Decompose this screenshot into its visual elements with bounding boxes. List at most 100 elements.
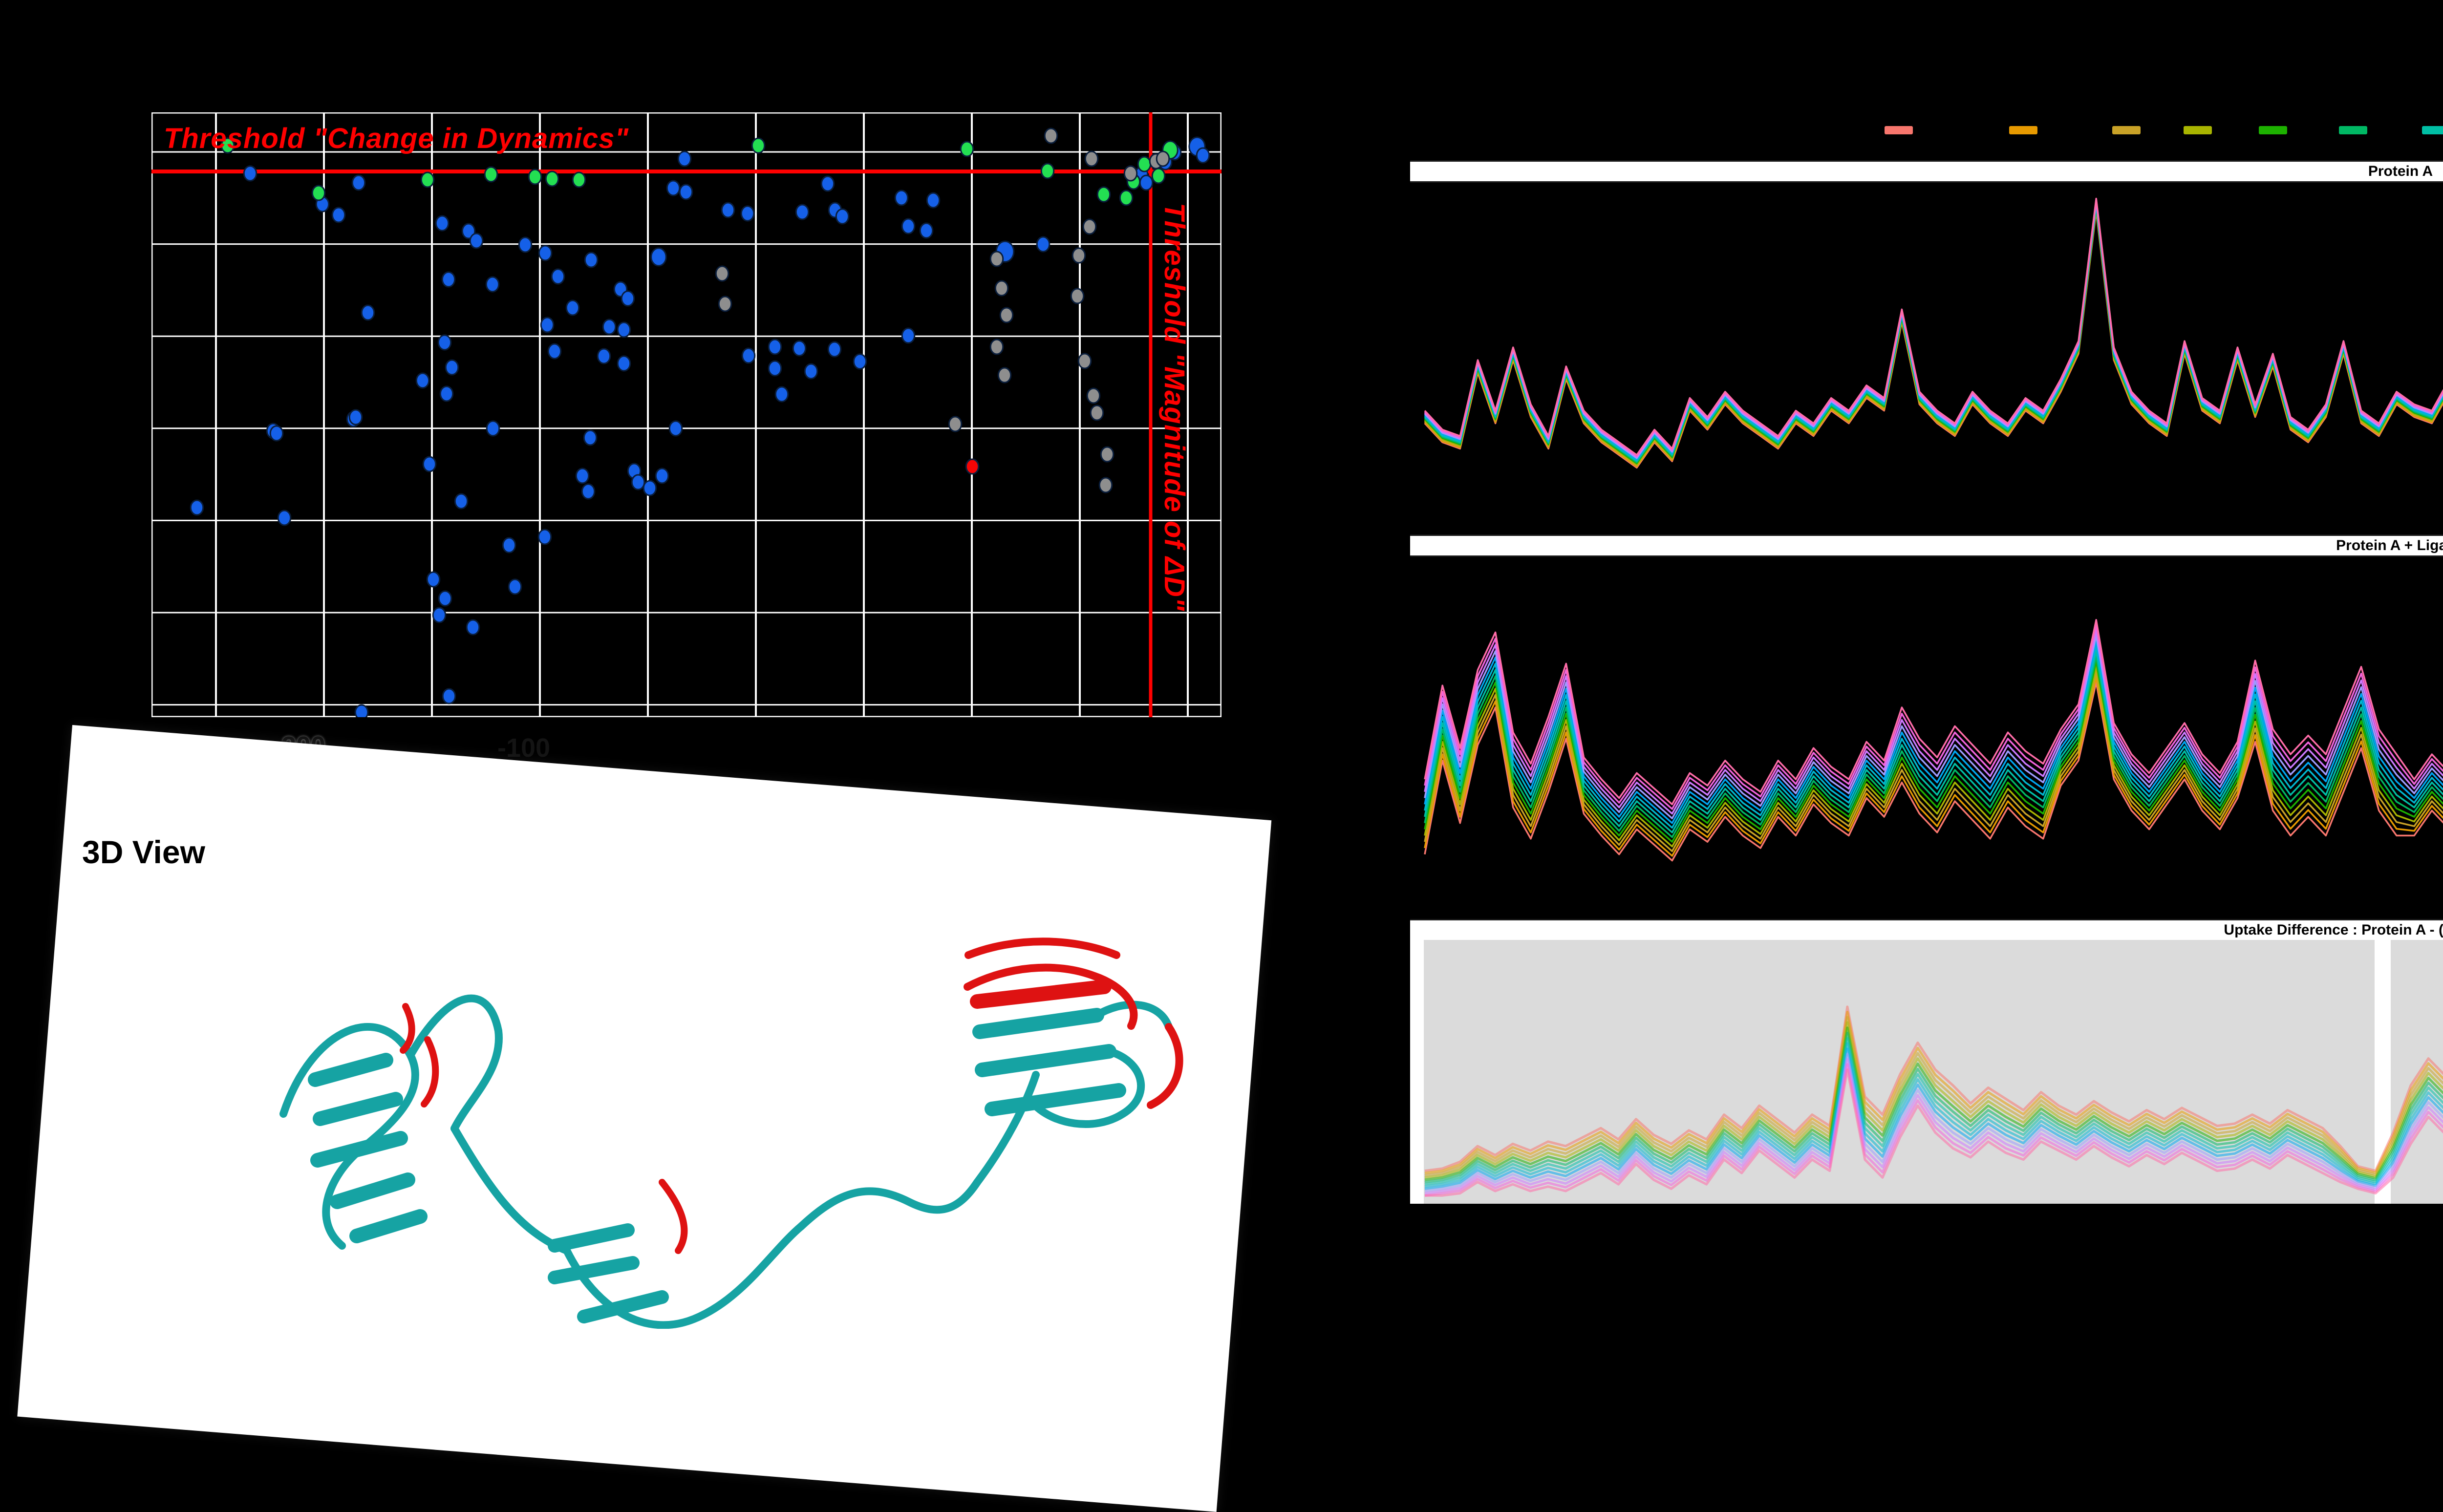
protein-ribbon[interactable] [210, 909, 1187, 1329]
scatter-point-peptides-below-threshold[interactable] [442, 688, 456, 704]
scatter-point-peptides-below-threshold[interactable] [853, 353, 867, 370]
scatter-point-peptides-excluded[interactable] [1100, 446, 1114, 463]
scatter-point-peptides-below-threshold[interactable] [679, 184, 693, 200]
scatter-point-peptides-below-threshold[interactable] [926, 192, 941, 209]
scatter-point-peptides-below-threshold[interactable] [331, 207, 346, 223]
scatter-point-peptides-below-threshold[interactable] [538, 245, 553, 261]
scatter-point-peptides-below-threshold[interactable] [643, 480, 657, 496]
scatter-point-peptides-excluded[interactable] [989, 251, 1004, 267]
scatter-point-peptides-significant[interactable] [572, 171, 586, 188]
scatter-point-peptides-below-threshold[interactable] [1036, 236, 1050, 253]
scatter-point-peptides-below-threshold[interactable] [617, 321, 631, 338]
uptake-series-timepoint-13[interactable] [1424, 567, 2443, 806]
uptake-series-timepoint-3[interactable] [1424, 629, 2443, 852]
uptake-series-timepoint-5[interactable] [1424, 614, 2443, 843]
scatter-point-peptides-significant[interactable] [1040, 163, 1055, 179]
scatter-point-peptides-below-threshold[interactable] [792, 340, 807, 357]
scatter-point-peptides-below-threshold[interactable] [432, 607, 447, 623]
scatter-point-peptides-below-threshold[interactable] [485, 276, 500, 293]
legend-swatch-timepoint-3[interactable] [2112, 126, 2141, 134]
scatter-point-peptides-excluded[interactable] [1123, 165, 1138, 182]
scatter-point-peptides-significant[interactable] [1096, 186, 1111, 203]
uptake-series-timepoint-13[interactable] [1424, 192, 2443, 456]
scatter-point-peptides-below-threshold[interactable] [441, 271, 456, 288]
uptake-chart-protein-a-ligand[interactable] [1410, 557, 2443, 909]
legend-swatch-timepoint-6[interactable] [2339, 126, 2367, 134]
scatter-point-peptides-below-threshold[interactable] [721, 202, 735, 218]
scatter-point-peptides-below-threshold[interactable] [269, 425, 284, 442]
scatter-point-peptides-below-threshold[interactable] [469, 233, 484, 249]
scatter-point-peptides-significant[interactable] [1151, 168, 1166, 184]
scatter-point-peptides-below-threshold[interactable] [901, 218, 916, 234]
scatter-point-peptides-below-threshold[interactable] [602, 319, 617, 335]
scatter-point-peptides-excluded[interactable] [997, 367, 1012, 383]
scatter-point-peptides-below-threshold[interactable] [621, 290, 635, 307]
uptake-series-timepoint-8[interactable] [1424, 590, 2443, 829]
scatter-point-peptides-below-threshold[interactable] [581, 483, 596, 500]
scatter-point-peptides-below-threshold[interactable] [774, 386, 789, 403]
scatter-point-peptides-significant[interactable] [545, 170, 559, 187]
scatter-point-peptides-below-threshold[interactable] [894, 190, 909, 206]
uptake-series-timepoint-9[interactable] [1424, 582, 2443, 824]
scatter-point-peptides-below-threshold[interactable] [835, 208, 850, 225]
scatter-point-peptides-below-threshold[interactable] [486, 420, 500, 437]
legend-swatch-timepoint-2[interactable] [2009, 126, 2037, 134]
scatter-point-peptides-significant[interactable] [420, 171, 435, 188]
uptake-series-timepoint-11[interactable] [1424, 567, 2443, 815]
scatter-point-peptides-below-threshold[interactable] [466, 619, 480, 636]
scatter-point-peptides-below-threshold[interactable] [437, 334, 452, 351]
scatter-point-peptides-below-threshold[interactable] [190, 499, 204, 516]
uptake-series-timepoint-6[interactable] [1424, 1032, 2443, 1188]
scatter-point-peptides-below-threshold[interactable] [547, 343, 562, 360]
scatter-point-peptides-below-threshold[interactable] [540, 317, 555, 333]
scatter-point-peptides-below-threshold[interactable] [901, 327, 916, 344]
scatter-point-peptides-below-threshold[interactable] [768, 360, 782, 377]
scatter-point-peptide-highlighted[interactable] [965, 458, 980, 475]
scatter-point-peptides-excluded[interactable] [1070, 288, 1085, 304]
scatter-point-peptides-below-threshold[interactable] [677, 150, 692, 167]
scatter-point-peptides-below-threshold[interactable] [277, 510, 292, 526]
scatter-point-peptides-excluded[interactable] [948, 416, 963, 432]
volcano-plot[interactable] [151, 112, 1222, 717]
scatter-point-peptides-below-threshold[interactable] [551, 268, 565, 285]
uptake-series-timepoint-5[interactable] [1424, 1026, 2443, 1188]
uptake-series-timepoint-1[interactable] [1424, 645, 2443, 862]
uptake-series-timepoint-4[interactable] [1424, 1021, 2443, 1189]
uptake-difference-chart[interactable] [1410, 940, 2443, 1204]
legend-swatch-timepoint-1[interactable] [1885, 126, 1913, 134]
scatter-point-peptides-significant[interactable] [220, 137, 235, 154]
scatter-point-peptides-below-threshold[interactable] [631, 474, 645, 490]
scatter-point-peptides-excluded[interactable] [989, 339, 1004, 355]
scatter-point-peptides-below-threshold[interactable] [795, 204, 810, 220]
scatter-point-peptides-significant[interactable] [528, 169, 542, 185]
uptake-series-timepoint-7[interactable] [1424, 598, 2443, 833]
uptake-series-timepoint-2[interactable] [1424, 637, 2443, 857]
scatter-point-peptides-below-threshold[interactable] [502, 537, 516, 554]
scatter-point-peptides-below-threshold[interactable] [351, 174, 366, 191]
scatter-point-peptides-below-threshold[interactable] [415, 372, 430, 389]
scatter-point-peptides-significant[interactable] [1119, 190, 1134, 206]
legend-swatch-timepoint-5[interactable] [2259, 126, 2287, 134]
scatter-point-peptides-below-threshold[interactable] [741, 347, 756, 364]
scatter-point-peptides-below-threshold[interactable] [584, 252, 599, 268]
uptake-series-timepoint-10[interactable] [1424, 575, 2443, 819]
scatter-point-peptides-below-threshold[interactable] [461, 223, 476, 239]
scatter-point-peptides-excluded[interactable] [718, 296, 732, 312]
uptake-series-timepoint-11[interactable] [1424, 1058, 2443, 1195]
scatter-point-peptides-below-threshold[interactable] [768, 339, 782, 355]
scatter-point-peptides-below-threshold[interactable] [804, 363, 818, 380]
uptake-series-timepoint-12[interactable] [1424, 567, 2443, 810]
scatter-point-peptides-excluded[interactable] [1077, 353, 1092, 369]
scatter-point-peptides-excluded[interactable] [999, 307, 1014, 323]
scatter-point-peptides-below-threshold[interactable] [518, 236, 533, 253]
scatter-point-peptides-below-threshold[interactable] [243, 165, 257, 182]
scatter-point-peptides-significant[interactable] [1137, 156, 1152, 172]
uptake-series-timepoint-2[interactable] [1424, 209, 2443, 494]
scatter-point-peptides-below-threshold[interactable] [508, 578, 522, 595]
scatter-point-peptides-below-threshold[interactable] [439, 385, 454, 402]
uptake-series-timepoint-13[interactable] [1425, 1068, 2443, 1197]
scatter-point-peptides-significant[interactable] [484, 166, 498, 183]
uptake-series-timepoint-11[interactable] [1424, 196, 2443, 458]
uptake-series-timepoint-6[interactable] [1424, 606, 2443, 838]
scatter-point-peptides-below-threshold[interactable] [537, 529, 552, 545]
